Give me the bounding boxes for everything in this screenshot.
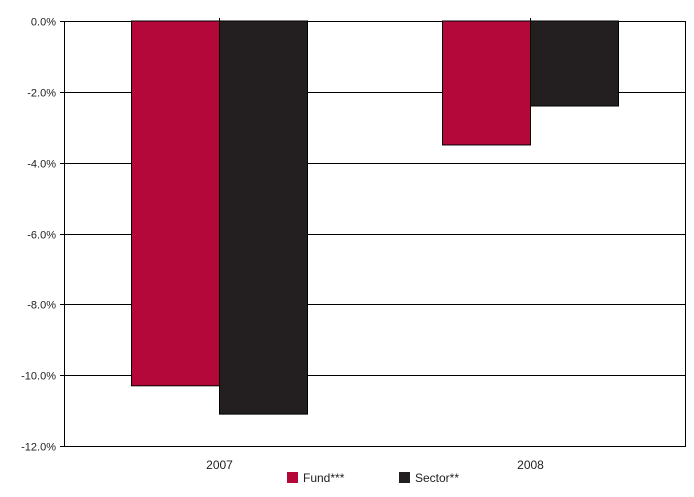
y-tick-label: -6.0% — [27, 230, 56, 242]
bars — [131, 20, 619, 415]
y-tick-label: 0.0% — [31, 17, 56, 29]
legend-label-sector: Sector** — [415, 471, 459, 485]
bar-fund-2008 — [442, 20, 531, 146]
legend-swatch-fund — [287, 472, 298, 483]
bar-fund-2007 — [131, 20, 220, 387]
y-tick-label: -10.0% — [21, 371, 56, 383]
legend-label-fund: Fund*** — [303, 471, 345, 485]
legend-swatch-sector — [399, 472, 410, 483]
bar-sector-2007 — [219, 20, 308, 415]
legend: Fund*** Sector** — [287, 471, 459, 485]
x-tick-label: 2007 — [206, 458, 233, 472]
y-tick-label: -4.0% — [27, 159, 56, 171]
labels: 0.0% -2.0% -4.0% -6.0% -8.0% -10.0% -12.0% 2007… — [21, 17, 544, 473]
y-tick-label: -12.0% — [21, 442, 56, 454]
axes — [64, 18, 686, 447]
x-tick-label: 2008 — [517, 458, 544, 472]
y-tick-label: -8.0% — [27, 300, 56, 312]
y-tick-label: -2.0% — [27, 88, 56, 100]
bar-sector-2008 — [530, 20, 619, 107]
